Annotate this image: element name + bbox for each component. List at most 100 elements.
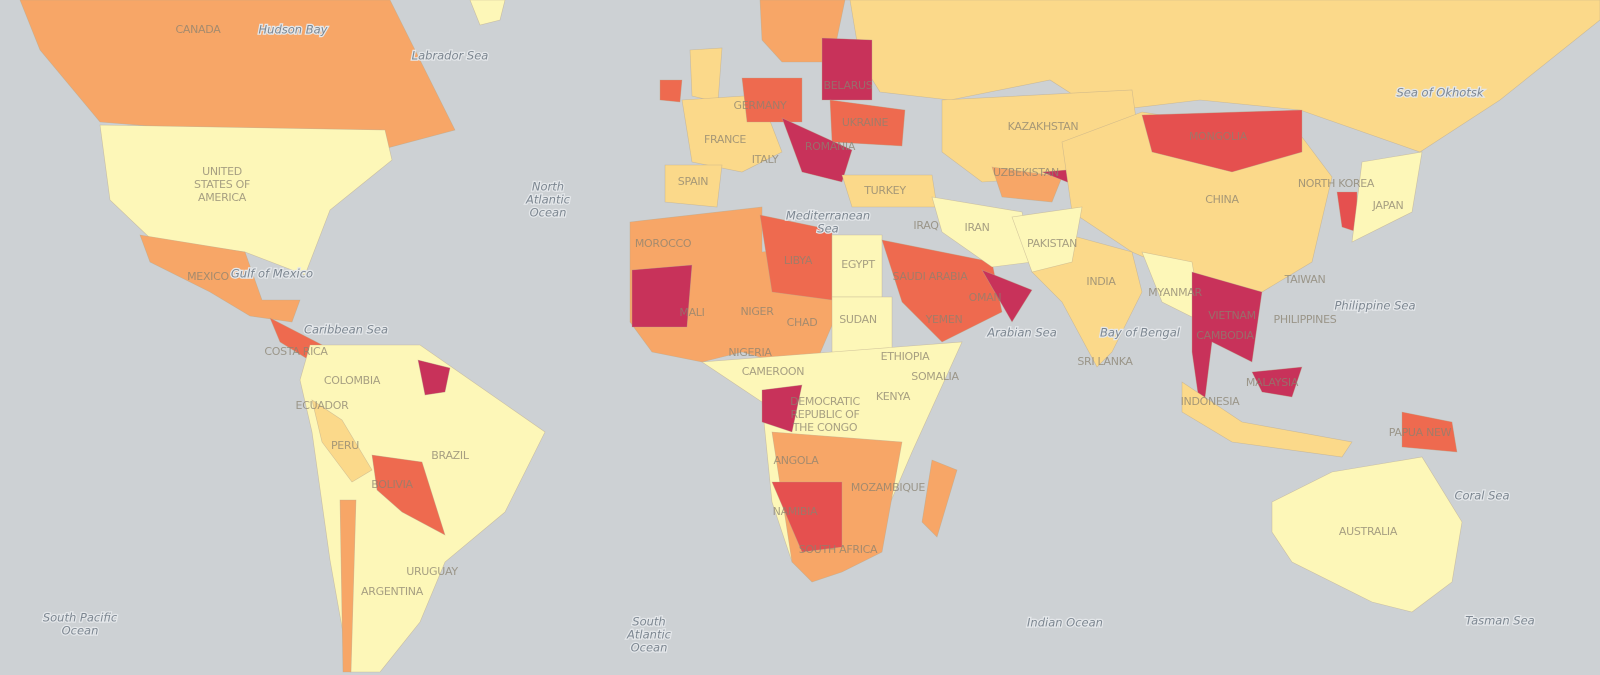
country-label: BRAZIL <box>431 449 470 462</box>
country-label: PAKISTAN <box>1027 237 1077 250</box>
countries <box>19 0 1600 673</box>
country-label: SUDAN <box>839 313 877 326</box>
country-label: MOROCCO <box>635 237 692 250</box>
country-label: ARGENTINA <box>361 585 424 598</box>
uzbekistan <box>991 166 1063 203</box>
country-label: IRAN <box>965 221 990 234</box>
country-label: AMERICA <box>198 191 247 204</box>
water-label: Hudson Bay <box>259 23 328 37</box>
country-label: UZBEKISTAN <box>993 166 1059 179</box>
country-label: ETHIOPIA <box>881 350 931 363</box>
country-label: MYANMAR <box>1148 286 1202 299</box>
oman <box>981 269 1033 323</box>
water-label: Arabian Sea <box>986 326 1057 340</box>
water-label: Coral Sea <box>1454 489 1509 503</box>
country-label: FRANCE <box>704 133 746 146</box>
water-label: Labrador Sea <box>412 49 489 63</box>
namibia <box>771 481 843 553</box>
belarus <box>821 37 873 101</box>
country-label: PHILIPPINES <box>1274 313 1337 326</box>
country-label: MONGOLIA <box>1189 130 1248 143</box>
country-label: NIGERIA <box>728 346 772 359</box>
mexico <box>139 234 301 323</box>
country-label: BOLIVIA <box>371 478 413 491</box>
country-label: NIGER <box>740 305 774 318</box>
water-label: Sea of Okhotsk <box>1396 86 1484 100</box>
country-label: KENYA <box>876 390 911 403</box>
country-label: EGYPT <box>841 258 875 271</box>
congo <box>761 384 803 433</box>
country-label: INDIA <box>1086 275 1116 288</box>
country-label: ANGOLA <box>773 454 819 467</box>
country-label: ROMANIA <box>805 140 856 153</box>
country-label: ITALY <box>752 153 779 166</box>
uk <box>689 47 723 103</box>
country-label: KAZAKHSTAN <box>1008 120 1079 133</box>
country-label: UNITED <box>202 165 242 178</box>
country-label: GERMANY <box>734 99 788 112</box>
country-label: PERU <box>331 439 359 452</box>
country-label: TAIWAN <box>1284 273 1326 286</box>
country-label: NORTH KOREA <box>1298 177 1375 190</box>
indonesia <box>1181 381 1353 458</box>
country-label: STATES OF <box>194 178 250 191</box>
water-label: South <box>632 615 665 629</box>
country-label: SOUTH AFRICA <box>799 543 878 556</box>
country-label: SAUDI ARABIA <box>893 270 969 283</box>
indochina <box>1191 271 1263 423</box>
country-label: URUGUAY <box>406 565 458 578</box>
country-label: ECUADOR <box>296 399 350 412</box>
water-label: Sea <box>817 222 838 236</box>
mongolia <box>1141 109 1303 173</box>
country-label: SRI LANKA <box>1077 355 1133 368</box>
water-label: Indian Ocean <box>1027 616 1103 630</box>
country-label: REPUBLIC OF <box>790 408 859 421</box>
germany <box>741 77 803 123</box>
country-label: YEMEN <box>925 313 963 326</box>
country-label: CAMBODIA <box>1196 329 1254 342</box>
country-label: CAMEROON <box>742 365 805 378</box>
greenland <box>469 0 506 26</box>
australia <box>1271 456 1463 613</box>
country-label: MALI <box>679 306 704 319</box>
peru <box>311 399 373 483</box>
malaysia <box>1251 366 1303 398</box>
country-label: VIETNAM <box>1208 309 1256 322</box>
water-label: Bay of Bengal <box>1100 326 1181 340</box>
country-label: BELARUS <box>824 79 873 92</box>
water-label: Ocean <box>631 641 668 655</box>
bolivia <box>371 454 446 536</box>
country-label: TURKEY <box>863 184 906 197</box>
country-label: JAPAN <box>1372 199 1404 212</box>
country-label: SOMALIA <box>911 370 959 383</box>
spain <box>664 164 723 208</box>
water-label: Philippine Sea <box>1334 299 1415 313</box>
ukraine <box>829 99 906 147</box>
country-label: CHINA <box>1205 193 1239 206</box>
water-label: South Pacific <box>43 611 118 625</box>
water-label: Caribbean Sea <box>304 323 388 337</box>
country-label: LIBYA <box>784 254 813 267</box>
iran <box>931 196 1033 268</box>
water-label: Tasman Sea <box>1465 614 1534 628</box>
balkans <box>781 117 853 183</box>
country-label: OMAN <box>969 291 1002 304</box>
papua-new-guinea <box>1401 411 1458 453</box>
guyana <box>417 359 451 396</box>
madagascar <box>921 459 958 538</box>
country-label: COSTA RICA <box>264 345 328 358</box>
water-label: Gulf of Mexico <box>231 267 313 281</box>
country-label: MALAYSIA <box>1246 376 1299 389</box>
country-label: PAPUA NEW <box>1389 426 1452 439</box>
country-label: THE CONGO <box>792 421 858 434</box>
water-label: Ocean <box>530 206 567 220</box>
country-label: CANADA <box>176 23 222 36</box>
water-label: Atlantic <box>525 193 571 207</box>
pakistan <box>1011 206 1083 273</box>
chile <box>339 499 357 673</box>
water-label: Atlantic <box>626 628 672 642</box>
water-label: North <box>532 180 564 194</box>
country-label: INDONESIA <box>1181 395 1241 408</box>
